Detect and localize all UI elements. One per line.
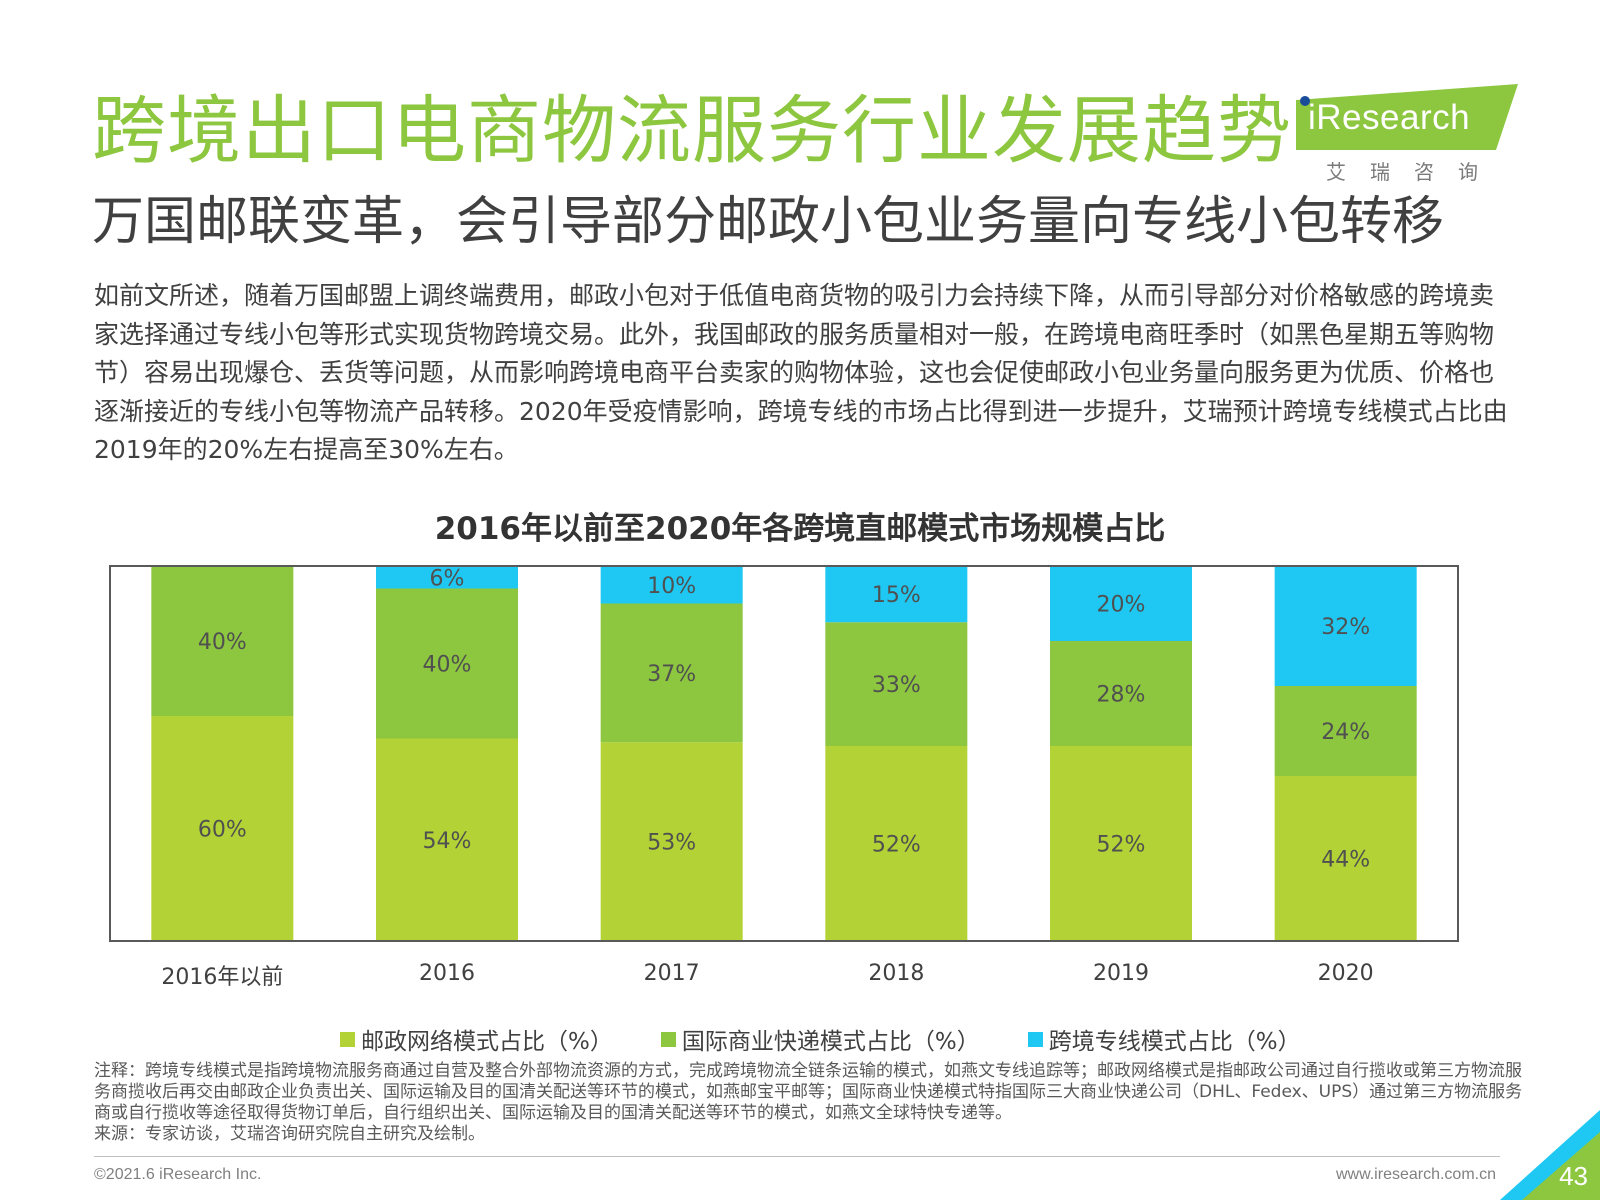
legend-label-postal: 邮政网络模式占比（%）: [361, 1029, 613, 1055]
website-link[interactable]: www.iresearch.com.cn: [1335, 1166, 1496, 1183]
bar-segment-0-4: [1050, 746, 1192, 941]
logo-subtext: 艾瑞咨询: [1326, 160, 1502, 184]
bar-segment-1-3: [825, 622, 968, 746]
data-label-2-1: 6%: [430, 566, 465, 591]
bar-segment-1-1: [376, 588, 518, 739]
legend-swatch-dedicated-line: [1027, 1031, 1043, 1047]
data-label-2-2: 10%: [647, 574, 696, 599]
x-tick-label-2: 2017: [644, 961, 700, 986]
bar-segment-0-1: [376, 738, 518, 941]
x-tick-label-1: 2016: [419, 961, 475, 986]
data-label-0-1: 54%: [423, 829, 472, 854]
data-label-1-3: 33%: [872, 673, 921, 698]
chart-title: 2016年以前至2020年各跨境直邮模式市场规模占比: [434, 511, 1166, 547]
data-label-0-0: 60%: [198, 818, 247, 843]
logo-brand-text: iResearch: [1308, 98, 1471, 137]
legend-swatch-postal: [340, 1031, 355, 1047]
legend-item-postal: 邮政网络模式占比（%）: [340, 1022, 613, 1056]
legend-item-dedicated-line: 跨境专线模式占比（%）: [1027, 1022, 1301, 1056]
bar-segment-0-2: [600, 742, 743, 941]
bar-segment-1-5: [1274, 686, 1417, 776]
data-label-1-4: 28%: [1097, 683, 1146, 708]
legend-item-express: 国际商业快递模式占比（%）: [660, 1022, 980, 1056]
legend-swatch-express: [660, 1031, 676, 1047]
iresearch-logo: iResearch 艾瑞咨询: [1296, 84, 1518, 184]
page-title: 跨境出口电商物流服务行业发展趋势: [92, 88, 1292, 174]
data-label-0-5: 44%: [1321, 848, 1370, 873]
logo-badge: [1296, 84, 1518, 150]
bar-segment-1-0: [151, 566, 294, 716]
data-label-1-0: 40%: [198, 630, 247, 655]
legend-label-dedicated-line: 跨境专线模式占比（%）: [1048, 1029, 1301, 1055]
data-label-1-1: 40%: [423, 653, 472, 678]
bar-segment-0-5: [1274, 776, 1417, 941]
chart-legend: 邮政网络模式占比（%） 国际商业快递模式占比（%） 跨境专线模式占比（%）: [340, 1023, 1349, 1055]
page-corner: 43: [1500, 1090, 1600, 1200]
bar-segment-2-1: [376, 566, 518, 589]
corner-decoration: [1500, 1110, 1600, 1200]
x-tick-label-5: 2020: [1318, 961, 1374, 986]
data-label-2-3: 15%: [872, 583, 921, 608]
data-label-0-4: 52%: [1097, 833, 1146, 858]
plot-frame: [109, 565, 1459, 942]
data-label-2-5: 32%: [1321, 615, 1370, 640]
copyright-text: ©2021.6 iResearch Inc.: [94, 1166, 262, 1183]
page-subtitle: 万国邮联变革，会引导部分邮政小包业务量向专线小包转移: [92, 192, 1445, 252]
source-text: 来源：专家访谈，艾瑞咨询研究院自主研究及绘制。: [94, 1124, 485, 1144]
x-tick-label-3: 2018: [868, 961, 924, 986]
footer-divider: [94, 1156, 1500, 1157]
x-tick-label-4: 2019: [1093, 961, 1149, 986]
bar-segment-2-3: [825, 566, 968, 623]
data-label-0-3: 52%: [872, 833, 921, 858]
x-tick-label-0: 2016年以前: [161, 965, 283, 990]
data-label-2-4: 20%: [1097, 593, 1146, 618]
bar-segment-1-2: [600, 603, 743, 743]
body-paragraph: 如前文所述，随着万国邮盟上调终端费用，邮政小包对于低值电商货物的吸引力会持续下降…: [94, 281, 1508, 464]
bar-segment-1-4: [1050, 641, 1192, 746]
bar-segment-0-3: [825, 746, 968, 941]
note-text: 注释：跨境专线模式是指跨境物流服务商通过自营及整合外部物流资源的方式，完成跨境物…: [94, 1061, 1523, 1123]
bar-segment-2-5: [1274, 566, 1417, 686]
bar-segment-0-0: [151, 716, 294, 941]
page-number: 43: [1559, 1161, 1588, 1191]
data-label-1-5: 24%: [1321, 720, 1370, 745]
stacked-bar-chart: 60% 40% 2016年以前 54% 40% 6% 2016 53% 37% 10% 2017 52…: [109, 565, 1459, 990]
legend-label-express: 国际商业快递模式占比（%）: [681, 1029, 980, 1055]
data-label-1-2: 37%: [647, 662, 696, 687]
data-label-0-2: 53%: [647, 831, 696, 856]
bar-segment-2-4: [1050, 566, 1192, 641]
chart-note: 注释：跨境专线模式是指跨境物流服务商通过自营及整合外部物流资源的方式，完成跨境物…: [94, 1061, 1524, 1145]
bar-segment-2-2: [600, 566, 743, 604]
